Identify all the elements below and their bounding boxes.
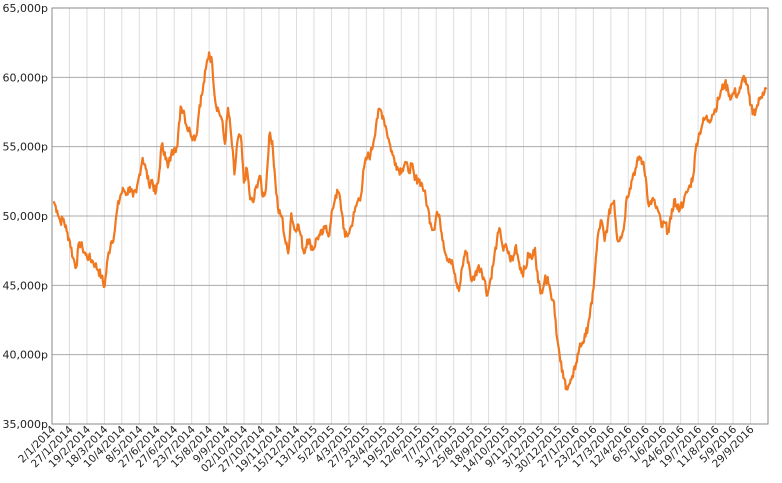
y-axis-tick-labels: 35,000p 40,000p 45,000p 50,000p 55,000p 60,00…	[3, 2, 48, 431]
x-axis-tick-labels: 2/1/201427/1/201419/2/201418/3/201410/4/…	[16, 423, 757, 475]
y-tick-label: 50,000p	[3, 210, 48, 223]
y-tick-label: 65,000p	[3, 2, 48, 15]
series-line	[52, 51, 768, 391]
y-tick-label: 35,000p	[3, 418, 48, 431]
y-tick-label: 60,000p	[3, 71, 48, 84]
y-tick-label: 40,000p	[3, 349, 48, 362]
y-tick-label: 45,000p	[3, 279, 48, 292]
y-tick-label: 55,000p	[3, 141, 48, 154]
plot-frame	[51, 7, 769, 425]
